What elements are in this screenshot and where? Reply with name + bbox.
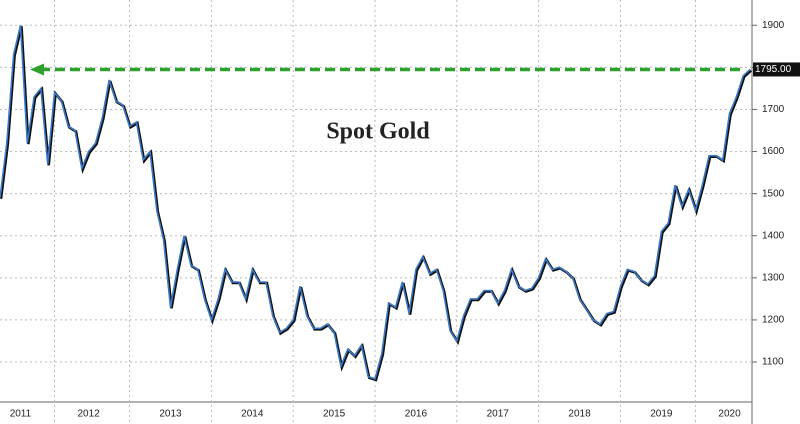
x-tick-label: 2020	[718, 409, 741, 420]
arrow-head	[30, 63, 44, 76]
last-value-box	[753, 62, 800, 77]
x-tick-label: 2013	[159, 409, 182, 420]
y-tick-label: 1400	[762, 230, 785, 241]
x-tick-label: 2014	[241, 409, 264, 420]
x-tick-label: 2016	[405, 409, 428, 420]
y-tick-label: 1300	[762, 272, 785, 283]
x-tick-label: 2015	[323, 409, 346, 420]
x-tick-label: 2018	[568, 409, 591, 420]
y-tick-label: 1100	[762, 357, 784, 368]
y-tick-label: 1700	[762, 104, 785, 115]
line	[0, 25, 751, 380]
x-tick-label: 2019	[650, 409, 673, 420]
y-tick-label: 1900	[762, 20, 785, 31]
chart-title: Spot Gold	[326, 119, 430, 145]
x-tick-label: 2012	[78, 409, 101, 420]
x-tick-label: 2017	[487, 409, 510, 420]
x-tick-label: 2011	[10, 409, 32, 420]
y-tick-label: 1600	[762, 146, 785, 157]
last-value-label: 1795.00	[755, 64, 792, 75]
y-tick-label: 1200	[762, 315, 785, 326]
y-tick-label: 1500	[762, 188, 785, 199]
